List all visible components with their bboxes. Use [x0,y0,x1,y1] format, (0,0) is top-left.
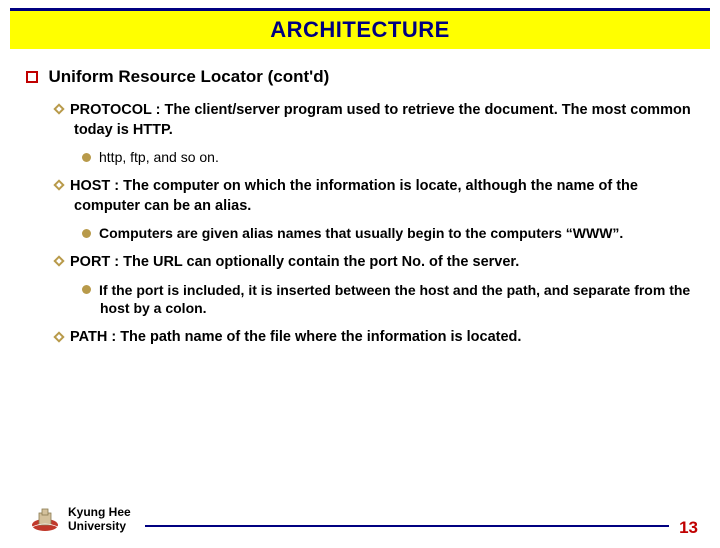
university-name: Kyung Hee University [68,506,131,534]
content-area: Uniform Resource Locator (cont'd) PROTOC… [0,49,720,348]
diamond-bullet-icon [54,256,64,266]
list-item: HOST : The computer on which the informa… [54,177,694,216]
item-text: HOST : The computer on which the informa… [70,178,638,214]
diamond-bullet-icon [54,180,64,190]
list-item: PORT : The URL can optionally contain th… [54,253,694,273]
slide-title: ARCHITECTURE [270,17,450,42]
sub-list-item: Computers are given alias names that usu… [82,224,694,243]
sub-list-item: http, ftp, and so on. [82,148,694,167]
item-text: PATH : The path name of the file where t… [70,329,521,345]
university-logo-icon [30,507,60,533]
diamond-bullet-icon [54,104,64,114]
sub-item-text: http, ftp, and so on. [99,149,219,165]
list-item: PROTOCOL : The client/server program use… [54,101,694,140]
sub-item-text: Computers are given alias names that usu… [99,225,623,241]
title-bar: ARCHITECTURE [10,8,710,49]
item-text: PORT : The URL can optionally contain th… [70,254,519,270]
disc-bullet-icon [82,285,91,294]
section-heading: Uniform Resource Locator (cont'd) [26,67,694,87]
footer: Kyung Hee University 13 [0,506,720,534]
sub-item-text: If the port is included, it is inserted … [99,282,690,317]
diamond-bullet-icon [54,332,64,342]
item-text: PROTOCOL : The client/server program use… [70,102,691,138]
list-item: PATH : The path name of the file where t… [54,328,694,348]
sub-list-item: If the port is included, it is inserted … [82,281,694,319]
disc-bullet-icon [82,229,91,238]
disc-bullet-icon [82,153,91,162]
heading-text: Uniform Resource Locator (cont'd) [48,67,329,86]
footer-rule [145,525,669,527]
page-number: 13 [679,518,698,538]
square-bullet-icon [26,71,38,83]
university-line2: University [68,520,131,534]
university-line1: Kyung Hee [68,506,131,520]
